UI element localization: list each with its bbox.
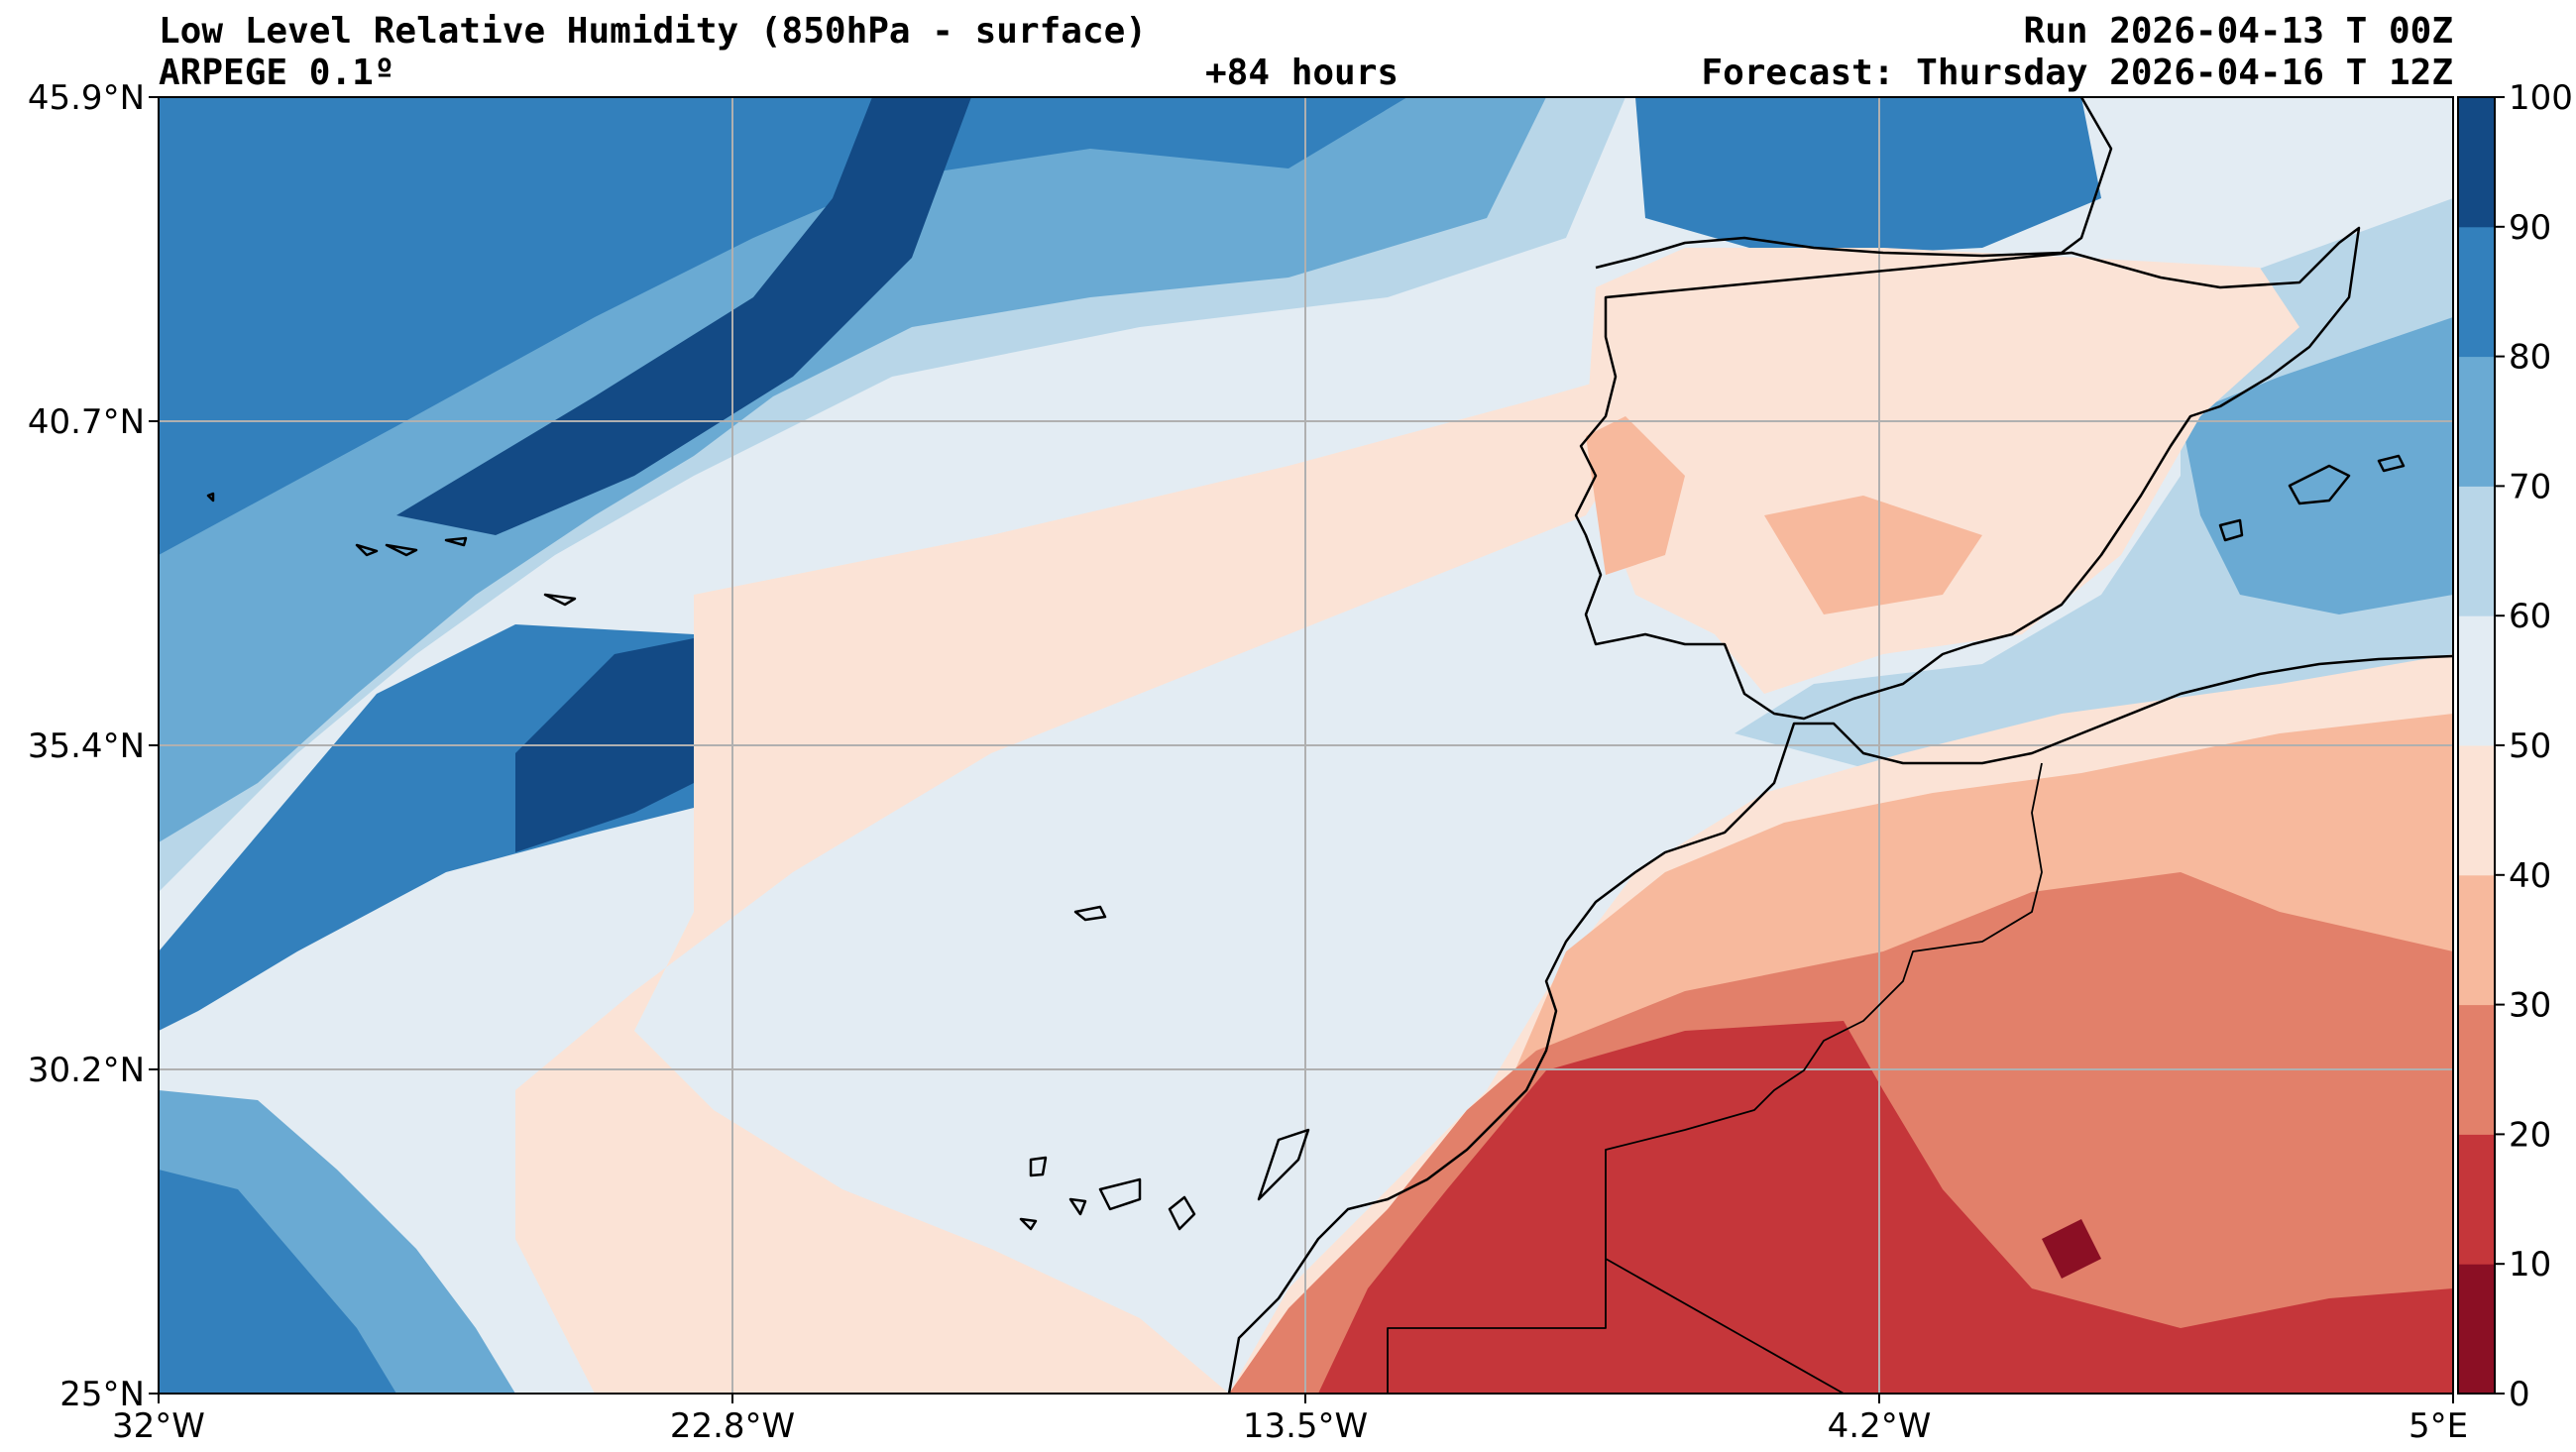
colorbar-tick-label: 80 (2509, 338, 2551, 378)
rh-0-10-africa (2042, 1219, 2101, 1279)
map-grid (159, 97, 2453, 1394)
lon-axis (158, 1394, 2454, 1403)
colorbar-tick-label: 30 (2509, 986, 2551, 1026)
canary-islands (1019, 1128, 1310, 1231)
lon-tick-label: 13.5°W (1243, 1406, 1368, 1446)
lat-tick-label: 40.7°N (28, 402, 145, 442)
lead-time-label: +84 hours (1205, 53, 1400, 93)
map-title: Low Level Relative Humidity (850hPa - su… (159, 11, 1147, 52)
colorbar-tick-label: 70 (2509, 467, 2551, 506)
rh-80-90-north (1635, 97, 2101, 258)
colorbar-segment (2458, 1264, 2495, 1395)
rh-80-90-sw (159, 1170, 396, 1394)
madeira-coast (1073, 905, 1107, 922)
mallorca-coast (2288, 464, 2351, 505)
colorbar-tick-label: 60 (2509, 597, 2551, 636)
colorbar-tick-label: 10 (2509, 1245, 2551, 1284)
ibiza-coast (2218, 518, 2244, 542)
run-label: Run 2026-04-13 T 00Z (2023, 11, 2453, 52)
lat-tick-label: 35.4°N (28, 726, 145, 766)
lon-tick-label: 4.2°W (1828, 1406, 1932, 1446)
rh-30-40-iberia (1586, 416, 1982, 614)
rh-40-50-ocean (515, 357, 1685, 1394)
colorbar-segment (2458, 874, 2495, 1006)
colorbar-segment (2458, 745, 2495, 876)
colorbar-segment (2458, 486, 2495, 616)
colorbar-tick-label: 90 (2509, 208, 2551, 248)
lat-tick-label: 25°N (59, 1375, 145, 1414)
rh-10-20-africa (1318, 1021, 2453, 1394)
colorbar-segment (2458, 356, 2495, 487)
lat-tick-label: 45.9°N (28, 78, 145, 118)
colorbar-segment (2458, 1134, 2495, 1265)
colorbar-segment (2458, 615, 2495, 746)
model-label: ARPEGE 0.1º (159, 53, 395, 93)
colorbar: 0 10 20 30 40 50 60 70 80 90 100 (2457, 78, 2573, 1414)
rh-70-80-med (2181, 317, 2453, 614)
menorca-coast (2377, 454, 2406, 473)
colorbar-segment (2458, 97, 2495, 228)
colorbar-tick-label: 0 (2509, 1375, 2530, 1414)
colorbar-tick-label: 50 (2509, 726, 2551, 766)
iberia-coast (1574, 96, 2361, 721)
azores-coast (206, 492, 577, 607)
colorbar-tick-label: 40 (2509, 856, 2551, 896)
rh-40-50-iberia (1586, 248, 2299, 694)
africa-coast (1227, 654, 2454, 1395)
colorbar-tick-label: 100 (2509, 78, 2573, 118)
forecast-label: Forecast: Thursday 2026-04-16 T 12Z (1701, 53, 2453, 93)
lon-tick-label: 5°E (2408, 1406, 2468, 1446)
colorbar-tick-label: 20 (2509, 1115, 2551, 1155)
lat-axis (149, 96, 159, 1395)
lon-tick-label: 32°W (112, 1406, 205, 1446)
lon-tick-label: 22.8°W (670, 1406, 795, 1446)
rh-80-90-nw (159, 97, 1407, 1031)
lat-tick-label: 30.2°N (28, 1051, 145, 1090)
colorbar-segment (2458, 1004, 2495, 1135)
rh-90-100-nw (396, 97, 971, 852)
coastlines (206, 96, 2454, 1395)
colorbar-segment (2458, 226, 2495, 358)
borders (1387, 762, 2043, 1395)
